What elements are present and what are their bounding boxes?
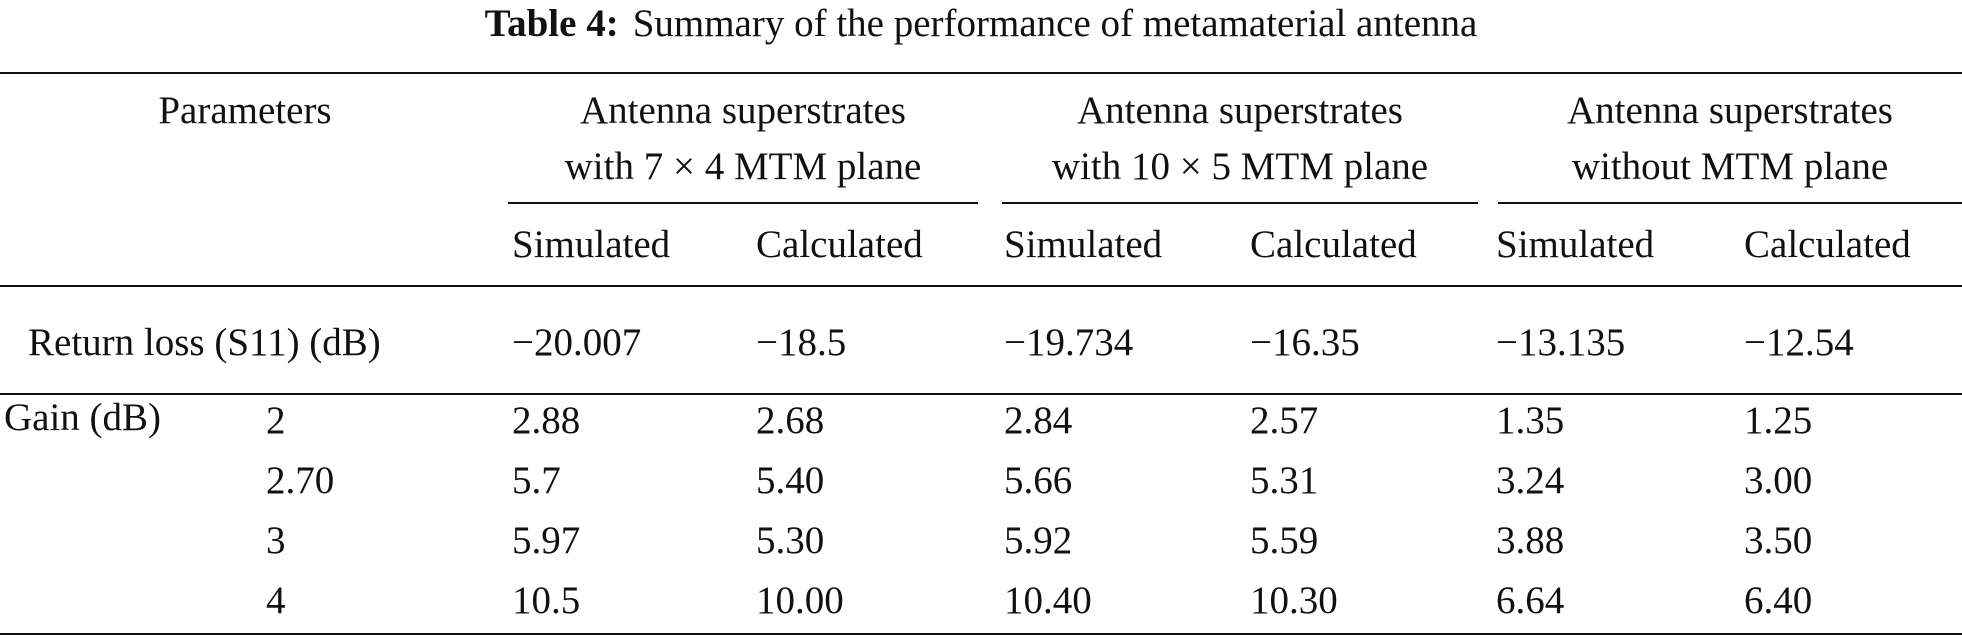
- gain-value: 3.88: [1496, 519, 1565, 562]
- gain-value: 5.92: [1004, 519, 1073, 562]
- group-rule-10x5: [1002, 202, 1478, 204]
- gain-value: 10.5: [512, 579, 581, 622]
- gain-frequency: 3: [266, 519, 286, 562]
- gain-value: 5.59: [1250, 519, 1319, 562]
- table-bottom-rule: [0, 633, 1962, 635]
- gain-value: 2.88: [512, 399, 581, 442]
- gain-value: 3.50: [1744, 519, 1813, 562]
- header-group-without-line1: Antenna superstrates: [1567, 89, 1893, 132]
- header-group-7x4-line2: with 7 × 4 MTM plane: [564, 145, 922, 188]
- header-group-without-line2: without MTM plane: [1571, 145, 1889, 188]
- table-caption-label: Table 4:: [484, 2, 619, 45]
- header-group-10x5-line1: Antenna superstrates: [1077, 89, 1403, 132]
- header-group-10x5-line2: with 10 × 5 MTM plane: [1051, 145, 1429, 188]
- return-loss-label: Return loss (S11) (dB): [28, 321, 381, 364]
- gain-value: 1.25: [1744, 399, 1813, 442]
- table-caption: Table 4: Summary of the performance of me…: [0, 0, 1962, 48]
- gain-value: 2.68: [756, 399, 825, 442]
- return-loss-bottom-rule: [0, 393, 1962, 395]
- header-bottom-rule: [0, 285, 1962, 287]
- table-top-rule: [0, 72, 1962, 74]
- subheader-calculated: Calculated: [756, 223, 923, 266]
- gain-value: 5.66: [1004, 459, 1073, 502]
- gain-value: 5.7: [512, 459, 561, 502]
- subheader-simulated: Simulated: [1496, 223, 1655, 266]
- gain-value: 1.35: [1496, 399, 1565, 442]
- gain-value: 10.30: [1250, 579, 1338, 622]
- gain-value: 10.00: [756, 579, 844, 622]
- return-loss-value: −13.135: [1496, 321, 1626, 364]
- table-caption-text: Summary of the performance of metamateri…: [632, 2, 1478, 45]
- subheader-simulated: Simulated: [512, 223, 671, 266]
- gain-value: 3.24: [1496, 459, 1565, 502]
- gain-frequency: 2.70: [266, 459, 335, 502]
- gain-value: 3.00: [1744, 459, 1813, 502]
- gain-label: Gain (dB): [4, 396, 162, 439]
- header-group-7x4-line1: Antenna superstrates: [580, 89, 906, 132]
- gain-frequency: 2: [266, 399, 286, 442]
- subheader-simulated: Simulated: [1004, 223, 1163, 266]
- gain-value: 5.97: [512, 519, 581, 562]
- gain-frequency: 4: [266, 579, 286, 622]
- gain-value: 5.31: [1250, 459, 1319, 502]
- return-loss-value: −12.54: [1744, 321, 1854, 364]
- gain-value: 6.64: [1496, 579, 1565, 622]
- subheader-calculated: Calculated: [1744, 223, 1911, 266]
- return-loss-value: −18.5: [756, 321, 847, 364]
- gain-value: 2.84: [1004, 399, 1073, 442]
- return-loss-value: −20.007: [512, 321, 642, 364]
- gain-value: 6.40: [1744, 579, 1813, 622]
- gain-value: 5.40: [756, 459, 825, 502]
- return-loss-value: −19.734: [1004, 321, 1134, 364]
- header-parameters: Parameters: [158, 89, 332, 132]
- subheader-calculated: Calculated: [1250, 223, 1417, 266]
- group-rule-without: [1498, 202, 1962, 204]
- return-loss-value: −16.35: [1250, 321, 1360, 364]
- gain-value: 10.40: [1004, 579, 1092, 622]
- gain-value: 5.30: [756, 519, 825, 562]
- gain-value: 2.57: [1250, 399, 1319, 442]
- group-rule-7x4: [508, 202, 978, 204]
